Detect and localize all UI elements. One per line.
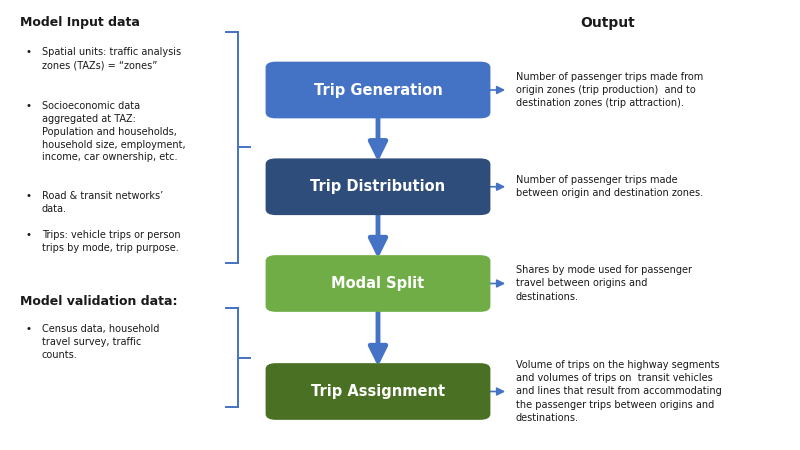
Text: Spatial units: traffic analysis
zones (TAZs) = “zones”: Spatial units: traffic analysis zones (T… [42, 47, 181, 70]
Text: Model Input data: Model Input data [20, 16, 140, 29]
Text: Model validation data:: Model validation data: [20, 295, 178, 308]
Text: Number of passenger trips made from
origin zones (trip production)  and to
desti: Number of passenger trips made from orig… [516, 72, 703, 108]
Text: Number of passenger trips made
between origin and destination zones.: Number of passenger trips made between o… [516, 175, 703, 198]
Text: Trips: vehicle trips or person
trips by mode, trip purpose.: Trips: vehicle trips or person trips by … [42, 230, 180, 253]
Text: •: • [26, 191, 32, 201]
Text: Trip Distribution: Trip Distribution [310, 179, 446, 194]
Text: •: • [26, 230, 32, 240]
FancyBboxPatch shape [266, 62, 490, 118]
Text: •: • [26, 47, 32, 57]
Text: •: • [26, 101, 32, 111]
Text: •: • [26, 324, 32, 334]
Text: Shares by mode used for passenger
travel between origins and
destinations.: Shares by mode used for passenger travel… [516, 266, 692, 302]
FancyBboxPatch shape [266, 158, 490, 215]
FancyBboxPatch shape [266, 255, 490, 312]
Text: Census data, household
travel survey, traffic
counts.: Census data, household travel survey, tr… [42, 324, 159, 360]
Text: Trip Assignment: Trip Assignment [311, 384, 445, 399]
Text: Trip Generation: Trip Generation [314, 82, 442, 98]
Text: Output: Output [581, 16, 635, 30]
Text: Road & transit networks’
data.: Road & transit networks’ data. [42, 191, 163, 214]
Text: Volume of trips on the highway segments
and volumes of trips on  transit vehicle: Volume of trips on the highway segments … [516, 360, 722, 423]
FancyBboxPatch shape [266, 363, 490, 420]
Text: Modal Split: Modal Split [331, 276, 425, 291]
Text: Socioeconomic data
aggregated at TAZ:
Population and households,
household size,: Socioeconomic data aggregated at TAZ: Po… [42, 101, 186, 162]
